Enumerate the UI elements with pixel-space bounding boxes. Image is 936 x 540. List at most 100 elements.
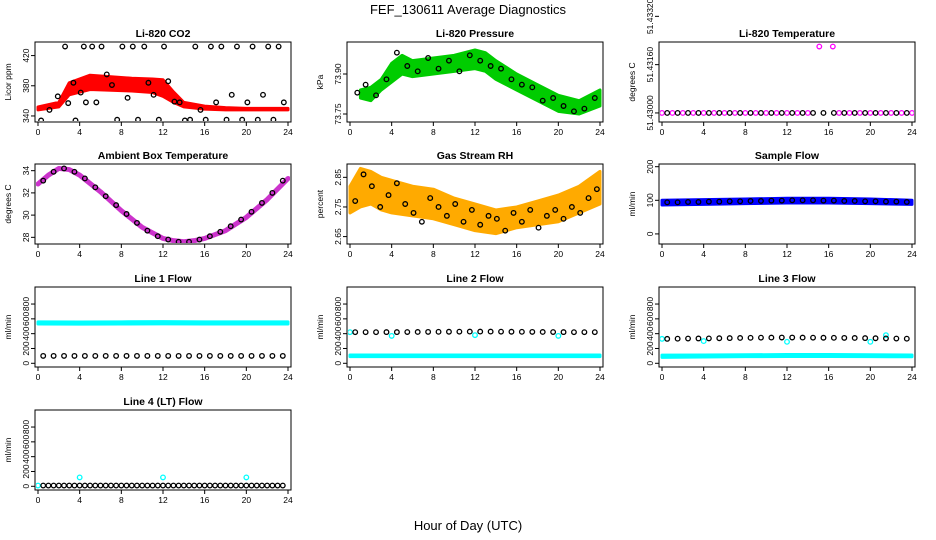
data-point — [265, 43, 272, 50]
y-tick-label: 200 — [21, 464, 31, 478]
data-point — [393, 180, 400, 187]
data-point — [830, 109, 837, 116]
data-point — [747, 334, 754, 341]
chart-line4: Line 4 (LT) Flow 0 4 8 12 16 20 24 0 200400600800… — [3, 396, 293, 505]
data-point — [279, 352, 286, 359]
x-tick-label: 20 — [242, 495, 252, 505]
data-point — [737, 335, 744, 341]
data-point — [186, 238, 192, 243]
plot-title: Line 4 (LT) Flow — [123, 396, 203, 408]
data-point — [535, 224, 542, 231]
data-point — [862, 109, 869, 116]
x-tick-label: 20 — [866, 249, 876, 259]
data-point — [560, 215, 567, 222]
data-point — [259, 352, 265, 359]
x-tick-label: 16 — [200, 127, 210, 137]
chart-temperature: Li-820 Temperature 0 4 8 12 16 20 24 51.43000 51.… — [627, 0, 917, 137]
data-point — [165, 482, 172, 489]
data-point — [354, 89, 361, 96]
y-tick-label: 200 — [645, 159, 655, 173]
data-layer — [348, 166, 602, 236]
data-point — [773, 109, 780, 116]
data-point — [81, 482, 88, 489]
y-axis-label: ml/min — [315, 314, 325, 339]
data-point — [820, 197, 827, 204]
data-curve — [36, 165, 290, 243]
y-tick-label: 0 — [21, 361, 31, 366]
data-point — [862, 335, 869, 342]
data-point — [97, 482, 104, 489]
data-point — [747, 198, 754, 204]
data-point — [154, 352, 161, 359]
data-point — [373, 92, 379, 99]
data-point — [543, 212, 550, 219]
data-point — [259, 482, 265, 489]
data-layer — [36, 474, 286, 489]
data-point — [443, 212, 450, 219]
y-axis-label: ml/min — [3, 314, 13, 339]
data-point — [560, 103, 567, 109]
data-point — [213, 99, 220, 106]
data-point — [274, 482, 281, 489]
data-point — [778, 109, 785, 116]
data-layer — [36, 320, 290, 359]
data-point — [186, 352, 192, 359]
plot-title: Line 2 Flow — [446, 273, 504, 285]
data-point — [435, 328, 442, 335]
data-point — [872, 109, 879, 116]
data-point — [581, 105, 588, 112]
x-tick-label: 0 — [348, 249, 353, 259]
x-tick-label: 0 — [660, 127, 665, 137]
data-point — [248, 352, 255, 359]
data-point — [836, 109, 843, 116]
data-point — [217, 482, 224, 489]
data-point — [846, 109, 853, 116]
data-point — [62, 43, 69, 50]
y-tick-label: 800 — [333, 297, 343, 311]
x-tick-label: 20 — [242, 249, 252, 259]
y-tick-label: 100 — [645, 193, 655, 207]
data-point — [664, 109, 671, 116]
data-point — [679, 109, 686, 116]
data-point — [388, 332, 395, 339]
data-point — [851, 109, 858, 116]
figure-title: FEF_130611 Average Diagnostics — [369, 2, 567, 17]
x-tick-label: 20 — [554, 127, 564, 137]
data-point — [260, 91, 266, 98]
data-point — [222, 482, 229, 489]
x-tick-label: 16 — [512, 127, 522, 137]
data-point — [206, 482, 213, 489]
data-point — [176, 99, 183, 106]
data-point — [150, 91, 157, 98]
data-point — [410, 209, 417, 216]
data-point — [830, 197, 837, 204]
data-point — [165, 236, 172, 243]
data-point — [238, 352, 245, 359]
x-tick-label: 4 — [389, 127, 394, 137]
data-point — [883, 109, 889, 116]
plot-title: Line 3 Flow — [758, 273, 816, 285]
data-point — [721, 109, 728, 116]
x-tick-label: 20 — [554, 249, 564, 259]
data-point — [425, 328, 432, 335]
chart-rh: Gas Stream RH 0 4 8 12 16 20 24 2.65 2.75 2.85 perc… — [315, 150, 605, 259]
data-point — [695, 199, 702, 205]
data-point — [585, 195, 592, 202]
data-point — [404, 63, 411, 69]
x-tick-label: 12 — [158, 127, 168, 137]
data-point — [383, 76, 390, 83]
y-axis-label: ml/min — [627, 314, 637, 339]
data-point — [227, 223, 234, 230]
x-tick-label: 0 — [660, 249, 665, 259]
chart-ambient: Ambient Box Temperature 0 4 8 12 16 20 24 28 30 32… — [3, 150, 293, 259]
data-point — [856, 109, 863, 116]
data-point — [40, 352, 47, 359]
data-point — [705, 198, 712, 205]
data-point — [102, 193, 109, 200]
data-point — [191, 482, 198, 489]
data-point — [149, 482, 156, 489]
data-point — [352, 329, 359, 336]
y-tick-label: 51.43160 — [645, 47, 655, 83]
x-tick-label: 8 — [119, 495, 124, 505]
